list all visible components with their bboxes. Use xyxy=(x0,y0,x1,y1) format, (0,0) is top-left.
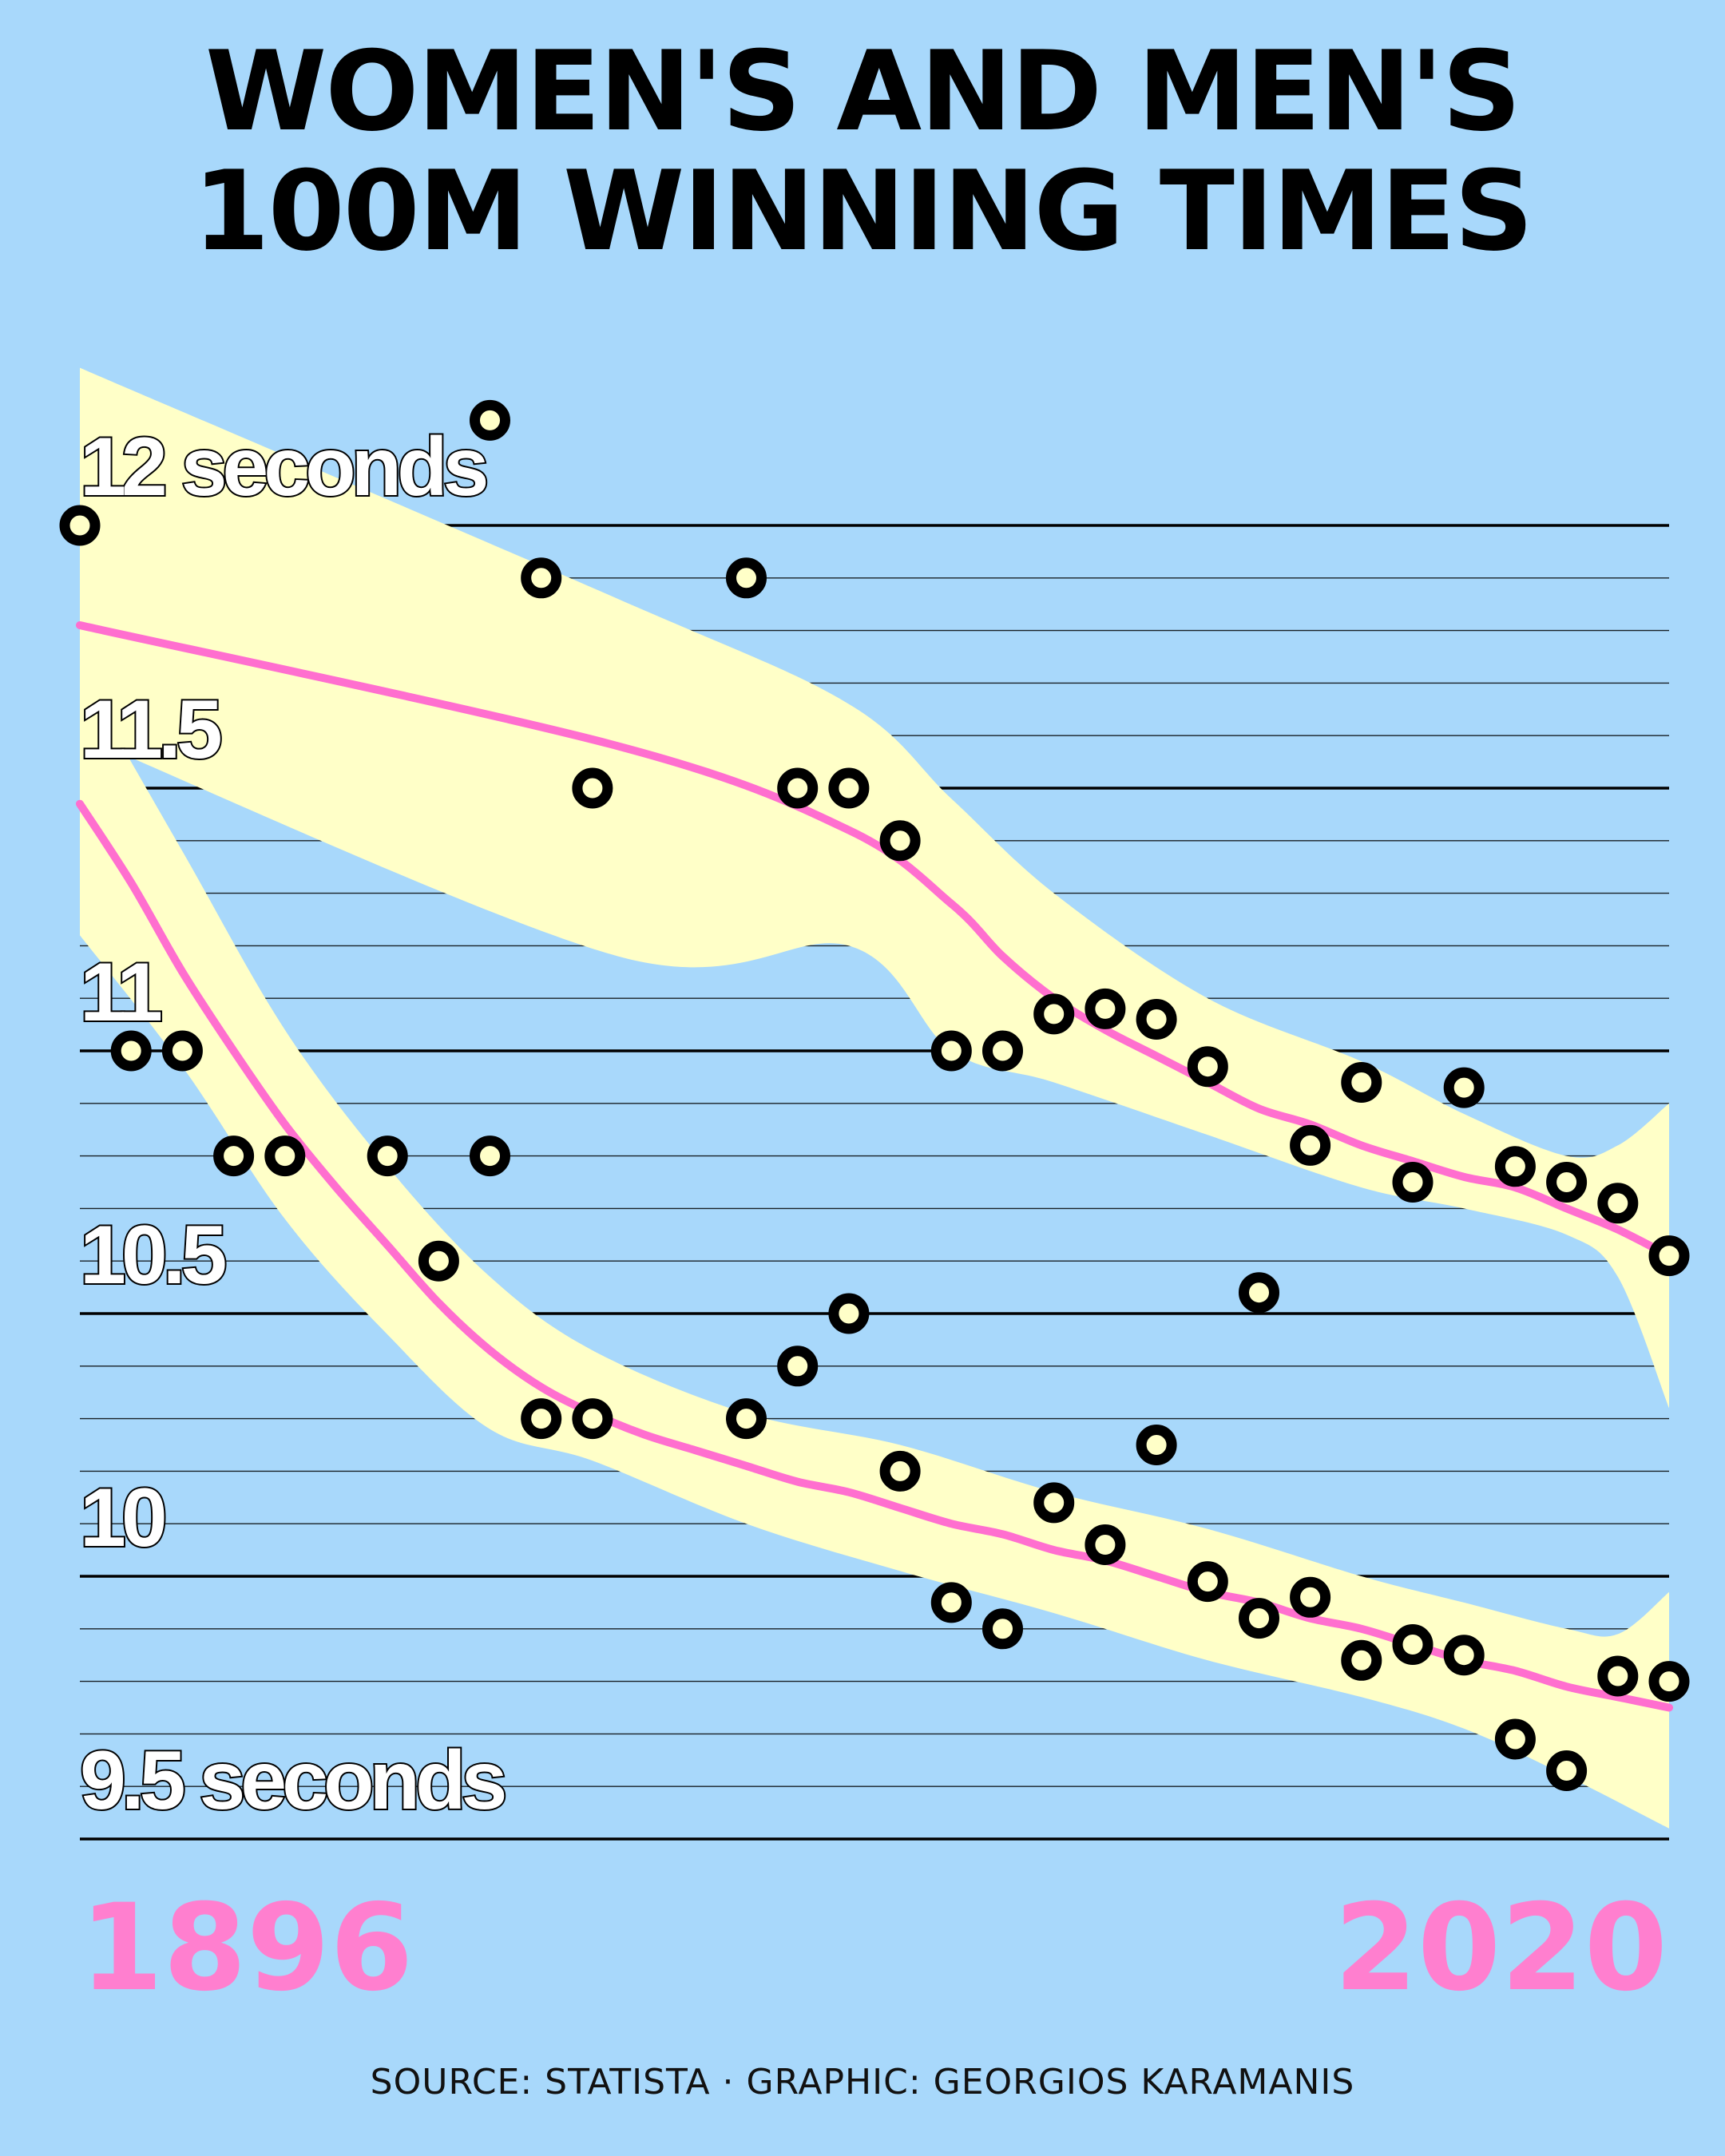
data-point xyxy=(879,820,921,862)
data-point xyxy=(777,1346,819,1387)
data-point xyxy=(982,1608,1023,1650)
y-tick-label: 10 xyxy=(80,1472,165,1564)
data-point xyxy=(930,1582,972,1623)
data-point xyxy=(110,1030,152,1072)
data-point xyxy=(59,505,101,546)
y-tick-label: 11 xyxy=(80,946,161,1039)
data-point xyxy=(572,767,613,809)
data-point xyxy=(1085,988,1126,1029)
data-point xyxy=(264,1135,306,1177)
data-point xyxy=(161,1030,203,1072)
chart-title-line-1: WOMEN'S AND MEN'S xyxy=(205,27,1521,156)
data-point xyxy=(1290,1124,1331,1166)
data-point xyxy=(1546,1750,1588,1791)
data-point xyxy=(777,767,819,809)
y-tick-label: 11.5 xyxy=(80,684,220,776)
data-point xyxy=(982,1030,1023,1072)
data-point xyxy=(1648,1661,1690,1702)
trend-line-1 xyxy=(76,621,1673,1260)
x-tick-start: 1896 xyxy=(80,1879,414,2018)
confidence-bands xyxy=(80,367,1669,1829)
data-point xyxy=(1597,1183,1639,1224)
data-point xyxy=(1136,999,1177,1040)
data-point xyxy=(521,557,562,599)
data-point xyxy=(521,1398,562,1440)
data-point xyxy=(1392,1162,1434,1203)
data-point xyxy=(1443,1635,1485,1676)
data-point xyxy=(1494,1146,1536,1187)
data-point xyxy=(470,399,510,441)
data-point xyxy=(879,1450,921,1492)
data-point xyxy=(1033,1482,1075,1524)
data-point xyxy=(1597,1655,1639,1697)
data-point xyxy=(828,767,870,809)
data-point xyxy=(1392,1624,1434,1665)
data-point xyxy=(1290,1576,1331,1618)
chart-title: WOMEN'S AND MEN'S 100M WINNING TIMES xyxy=(0,32,1725,271)
data-point xyxy=(1341,1062,1382,1103)
data-point xyxy=(930,1030,972,1072)
confidence-band-2 xyxy=(80,672,1669,1829)
data-point xyxy=(572,1398,613,1440)
data-point xyxy=(1546,1162,1588,1203)
data-point xyxy=(1648,1235,1690,1277)
y-tick-label: 10.5 xyxy=(80,1209,225,1302)
data-point xyxy=(1443,1067,1485,1108)
data-point xyxy=(367,1135,408,1177)
data-point xyxy=(470,1135,510,1177)
source-credit: SOURCE: STATISTA · GRAPHIC: GEORGIOS KAR… xyxy=(370,2062,1355,2102)
data-point xyxy=(726,557,767,599)
data-point xyxy=(1187,1561,1228,1603)
y-tick-label: 12 seconds xyxy=(80,421,486,513)
y-tick-labels: 12 seconds 11.5 11 10.5 10 9.5 seconds xyxy=(78,419,511,1829)
data-point xyxy=(1085,1524,1126,1565)
data-point xyxy=(1239,1598,1279,1639)
data-point xyxy=(418,1240,459,1282)
data-point xyxy=(1494,1718,1536,1760)
x-tick-end: 2020 xyxy=(1334,1879,1668,2018)
data-point xyxy=(1187,1046,1228,1088)
data-point xyxy=(828,1293,870,1334)
data-point xyxy=(1136,1425,1177,1465)
data-points xyxy=(59,399,1690,1791)
chart-title-line-2: 100M WINNING TIMES xyxy=(192,147,1534,275)
y-tick-label: 9.5 seconds xyxy=(80,1734,505,1827)
data-point xyxy=(213,1135,255,1177)
data-point xyxy=(1239,1272,1279,1314)
data-point xyxy=(1033,993,1075,1035)
data-point xyxy=(1341,1639,1382,1681)
confidence-band-1 xyxy=(80,367,1669,1409)
data-point xyxy=(726,1398,767,1440)
